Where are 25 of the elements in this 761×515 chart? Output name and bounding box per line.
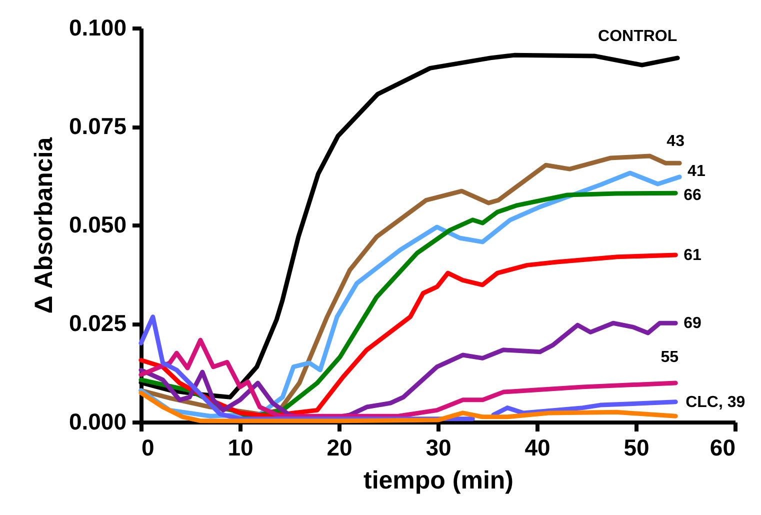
x-tick-label: 30 bbox=[426, 434, 452, 460]
line-series bbox=[138, 338, 678, 418]
y-tick-label: 0.100 bbox=[68, 14, 126, 40]
series-label: 55 bbox=[660, 348, 679, 366]
y-tick-label: 0.050 bbox=[68, 212, 126, 238]
x-axis-title: tiempo (min) bbox=[364, 466, 514, 494]
y-tick-label: 0.025 bbox=[68, 310, 127, 336]
x-tick-label: 60 bbox=[710, 434, 736, 460]
x-tick-label: 50 bbox=[624, 434, 650, 460]
series-label: 61 bbox=[684, 246, 702, 264]
line-series bbox=[138, 390, 678, 424]
x-tick-label: 20 bbox=[326, 434, 352, 460]
y-tick-label: 0.000 bbox=[68, 408, 126, 434]
x-tick-label: 0 bbox=[142, 434, 154, 460]
x-tick-label: 10 bbox=[228, 434, 254, 460]
series-label: 66 bbox=[684, 187, 702, 204]
line-series bbox=[138, 252, 678, 418]
x-tick-label: 40 bbox=[524, 434, 550, 460]
series-label: CLC, 39 bbox=[686, 394, 746, 411]
y-axis-title: Δ Absorbancia bbox=[30, 136, 58, 314]
series-label: CONTROL bbox=[598, 28, 678, 45]
series-label: 69 bbox=[684, 315, 702, 332]
y-tick-label: 0.075 bbox=[68, 113, 127, 139]
series-label: 43 bbox=[666, 133, 685, 150]
series-label: 41 bbox=[688, 162, 706, 180]
